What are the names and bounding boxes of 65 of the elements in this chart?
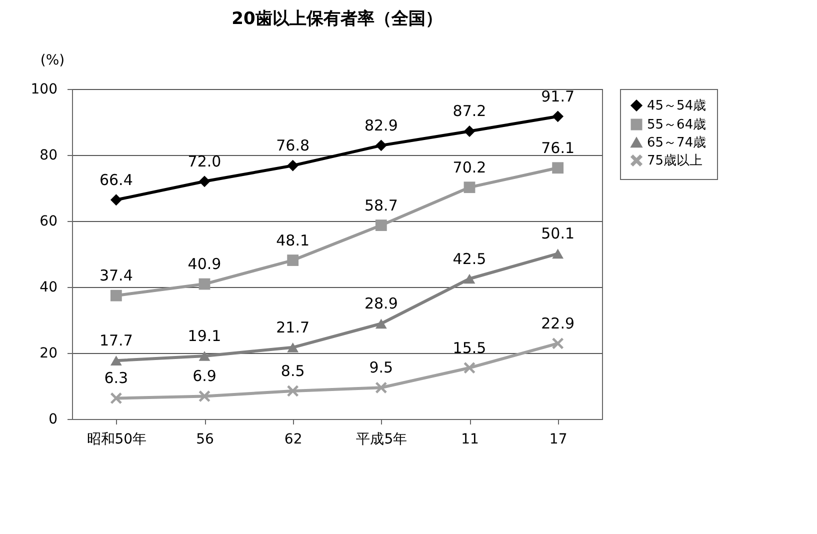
- x-tick-label: 62: [284, 432, 302, 448]
- point: [287, 254, 299, 266]
- point: [110, 194, 122, 206]
- data-label: 37.4: [99, 266, 133, 285]
- data-label: 58.7: [364, 196, 398, 214]
- x-tick-label: 11: [461, 432, 479, 448]
- point: [375, 318, 387, 329]
- legend-label: 45～54歳: [647, 98, 706, 114]
- point: [198, 176, 210, 188]
- data-label: 82.9: [364, 116, 398, 134]
- data-label: 21.7: [276, 318, 310, 336]
- x-tick-label: 平成5年: [356, 432, 408, 448]
- point: [110, 392, 122, 404]
- y-tick-label: 40: [40, 280, 58, 296]
- y-tick-label: 100: [30, 82, 58, 98]
- point: [464, 274, 476, 284]
- data-label: 87.2: [452, 102, 486, 120]
- point: [110, 290, 122, 302]
- point: [375, 140, 387, 152]
- point: [198, 278, 210, 290]
- data-label: 72.0: [188, 152, 222, 170]
- data-label: 17.7: [99, 332, 133, 350]
- point: [552, 338, 564, 350]
- data-label: 6.3: [104, 369, 128, 388]
- data-label: 19.1: [188, 326, 222, 345]
- point: [552, 248, 564, 259]
- data-label: 42.5: [452, 250, 486, 268]
- y-axis-title: (%): [40, 52, 65, 68]
- data-label: 76.1: [541, 138, 575, 157]
- y-tick-label: 80: [40, 148, 58, 164]
- point: [375, 220, 387, 231]
- point: [464, 362, 476, 374]
- data-label: 66.4: [99, 170, 133, 189]
- point: [464, 182, 476, 194]
- point: [287, 342, 299, 352]
- chart-title: 20歯以上保有者率（全国）: [232, 9, 442, 29]
- data-label: 6.9: [192, 367, 216, 386]
- data-label: 76.8: [276, 136, 310, 155]
- data-label: 28.9: [364, 294, 398, 313]
- legend-label: 75歳以上: [647, 154, 703, 168]
- data-label: 9.5: [369, 358, 394, 377]
- data-label: 15.5: [452, 338, 486, 357]
- legend-label: 65～74歳: [647, 136, 706, 150]
- x-tick-label: 昭和50年: [86, 432, 147, 448]
- point: [375, 382, 387, 394]
- point: [110, 356, 122, 366]
- data-label: 22.9: [541, 314, 575, 332]
- point: [552, 110, 564, 122]
- x-tick-label: 56: [196, 432, 214, 448]
- point: [552, 162, 564, 174]
- data-label: 70.2: [452, 158, 486, 176]
- y-tick-label: 0: [48, 412, 58, 428]
- data-label: 8.5: [280, 362, 305, 380]
- y-tick-label: 60: [40, 214, 58, 230]
- point: [198, 351, 210, 361]
- data-label: 91.7: [541, 87, 575, 106]
- x-tick-label: 17: [549, 432, 568, 448]
- point: [287, 385, 299, 397]
- y-tick-label: 20: [40, 346, 58, 362]
- data-label: 40.9: [188, 255, 222, 274]
- point: [287, 160, 299, 172]
- point: [464, 126, 476, 137]
- data-label: 50.1: [541, 224, 575, 243]
- data-label: 48.1: [276, 231, 310, 250]
- legend-label: 55～64歳: [647, 118, 706, 132]
